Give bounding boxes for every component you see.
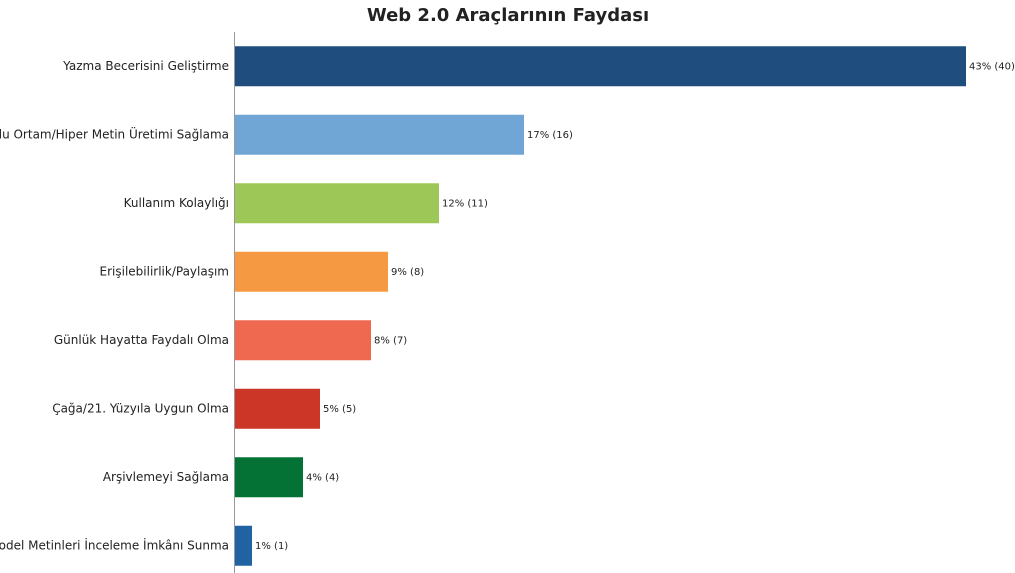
category-label: Erişilebilirlik/Paylaşım <box>100 264 229 278</box>
bar <box>235 114 524 155</box>
bar <box>235 251 388 292</box>
bar <box>235 457 303 498</box>
value-label: 43% (40) <box>969 61 1015 72</box>
category-label: Çoklu Ortam/Hiper Metin Üretimi Sağlama <box>0 125 229 141</box>
bar <box>235 46 966 87</box>
category-label: Arşivlemeyi Sağlama <box>103 470 229 484</box>
value-label: 17% (16) <box>527 130 573 141</box>
category-label: Çağa/21. Yüzyıla Uygun Olma <box>52 401 229 415</box>
value-label: 4% (4) <box>306 472 339 483</box>
bar <box>235 388 320 429</box>
value-label: 12% (11) <box>442 198 488 209</box>
category-label: Kullanım Kolaylığı <box>124 196 229 210</box>
bar <box>235 183 439 224</box>
category-label: Yazma Becerisini Geliştirme <box>62 59 229 73</box>
value-label: 8% (7) <box>374 335 407 346</box>
value-label: 1% (1) <box>255 541 288 552</box>
value-label: 9% (8) <box>391 267 424 278</box>
bar <box>235 320 371 361</box>
category-label: Model Metinleri İnceleme İmkânı Sunma <box>0 537 229 552</box>
bar <box>235 525 252 566</box>
value-label: 5% (5) <box>323 404 356 415</box>
category-label: Günlük Hayatta Faydalı Olma <box>54 333 229 347</box>
chart-title: Web 2.0 Araçlarının Faydası <box>367 5 649 26</box>
